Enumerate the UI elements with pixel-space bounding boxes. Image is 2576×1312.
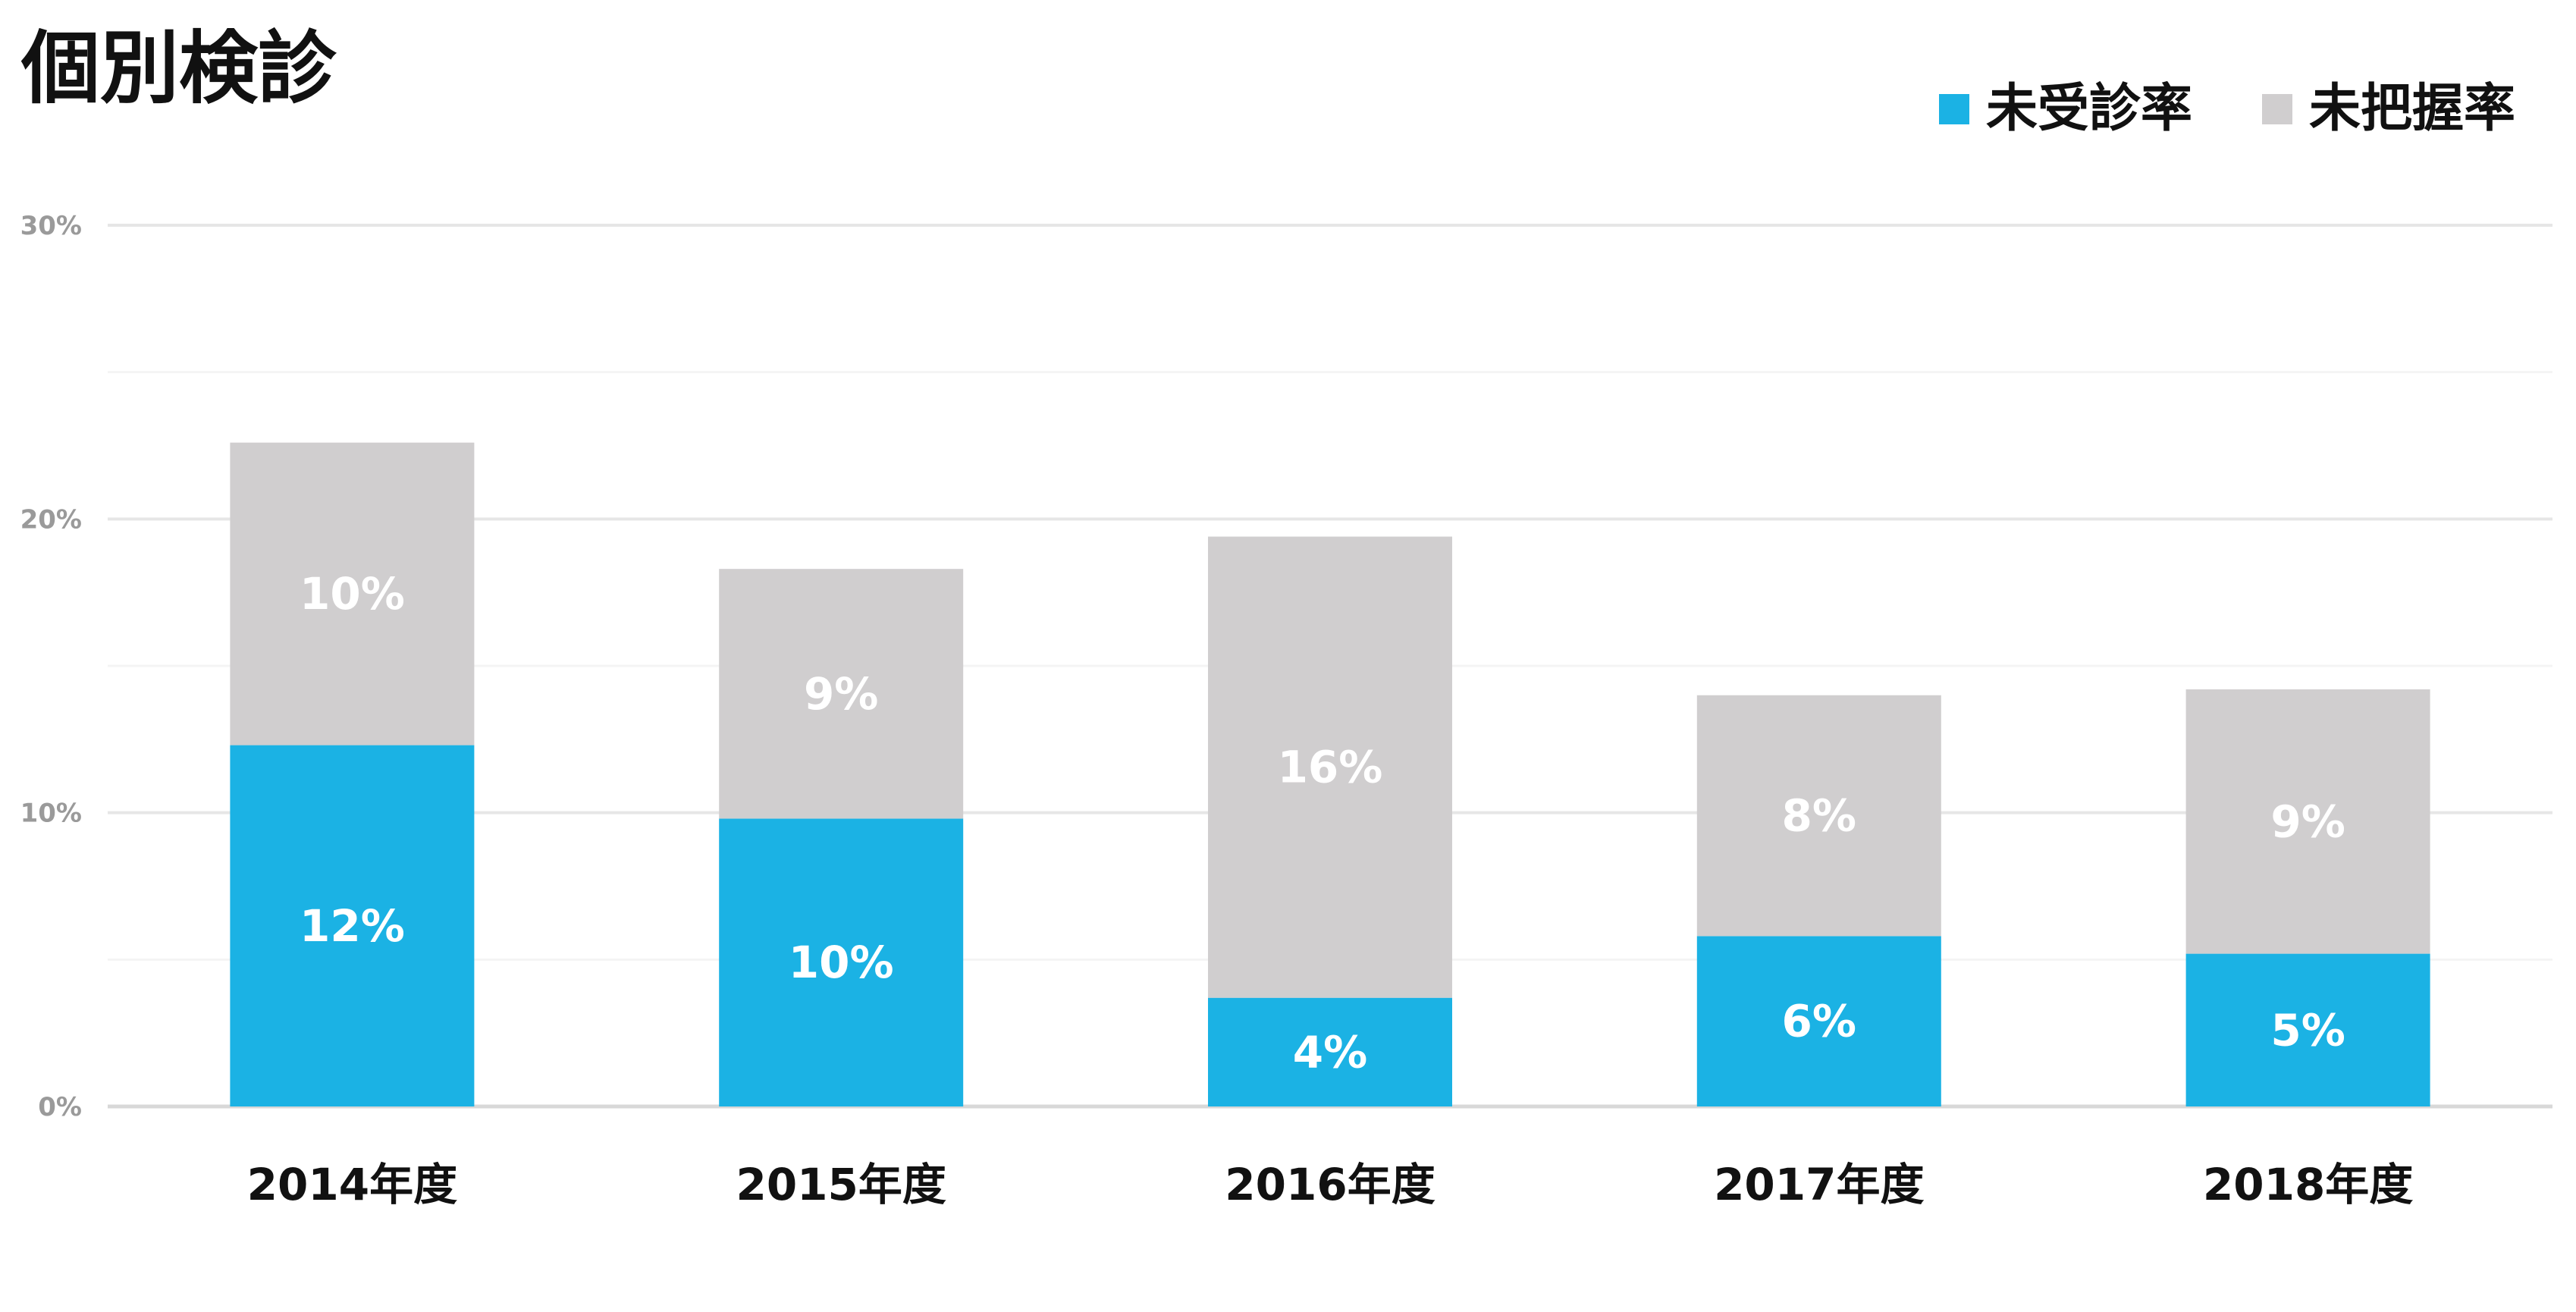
y-tick-label: 10% (20, 799, 82, 829)
x-tick-label: 2017年度 (1714, 1159, 1924, 1210)
x-axis: 2014年度 2015年度 2016年度 2017年度 2018年度 (247, 1159, 2414, 1210)
x-tick-label: 2015年度 (736, 1159, 946, 1210)
data-label-series-1-1: 12% (300, 900, 405, 952)
x-tick-label: 2016年度 (1225, 1159, 1435, 1210)
bar-segment-series-2-1 (230, 442, 475, 745)
bar-segment-series-1-4 (1696, 936, 1941, 1106)
legend-item-series-2: 未把握率 (2261, 79, 2515, 139)
x-tick-label: 2018年度 (2203, 1159, 2413, 1210)
bar-segment-series-2-5 (2185, 689, 2430, 954)
bars-layer (230, 442, 2430, 1106)
data-label-series-1-5: 5% (2270, 1004, 2345, 1056)
data-label-series-2-3: 16% (1278, 742, 1383, 793)
data-label-series-1-4: 6% (1782, 996, 1856, 1047)
bar-segment-series-1-1 (230, 745, 475, 1106)
bar-segment-series-2-3 (1208, 536, 1452, 998)
bar-segment-series-2-4 (1696, 695, 1941, 937)
legend-item-series-1: 未受診率 (1938, 79, 2192, 139)
data-label-series-2-2: 9% (804, 668, 878, 720)
data-label-series-2-1: 10% (300, 568, 405, 620)
legend-label-series-1: 未受診率 (1985, 79, 2192, 139)
data-label-series-1-3: 4% (1293, 1026, 1367, 1078)
legend-swatch-series-1 (1938, 94, 1969, 124)
data-label-series-1-2: 10% (789, 937, 894, 988)
y-tick-label: 20% (20, 504, 82, 535)
bar-segment-series-1-2 (719, 818, 964, 1106)
legend-swatch-series-2 (2261, 94, 2292, 124)
y-axis: 0% 10% 20% 30% (20, 211, 82, 1122)
bar-segment-series-1-3 (1208, 997, 1452, 1106)
chart-title: 個別検診 (21, 22, 337, 115)
y-tick-label: 30% (20, 211, 82, 241)
data-label-series-2-5: 9% (2270, 796, 2345, 847)
bar-segment-series-2-2 (719, 569, 964, 819)
data-label-series-2-4: 8% (1782, 790, 1856, 842)
x-tick-label: 2014年度 (247, 1159, 457, 1210)
y-tick-label: 0% (38, 1092, 82, 1122)
legend-label-series-2: 未把握率 (2308, 79, 2515, 139)
legend: 未受診率 未把握率 (1869, 83, 2515, 135)
data-labels-layer: 12% 10% 10% 9% 4% 16% 6% 8% 5% 9% (300, 568, 2345, 1078)
bar-segment-series-1-5 (2185, 953, 2430, 1106)
